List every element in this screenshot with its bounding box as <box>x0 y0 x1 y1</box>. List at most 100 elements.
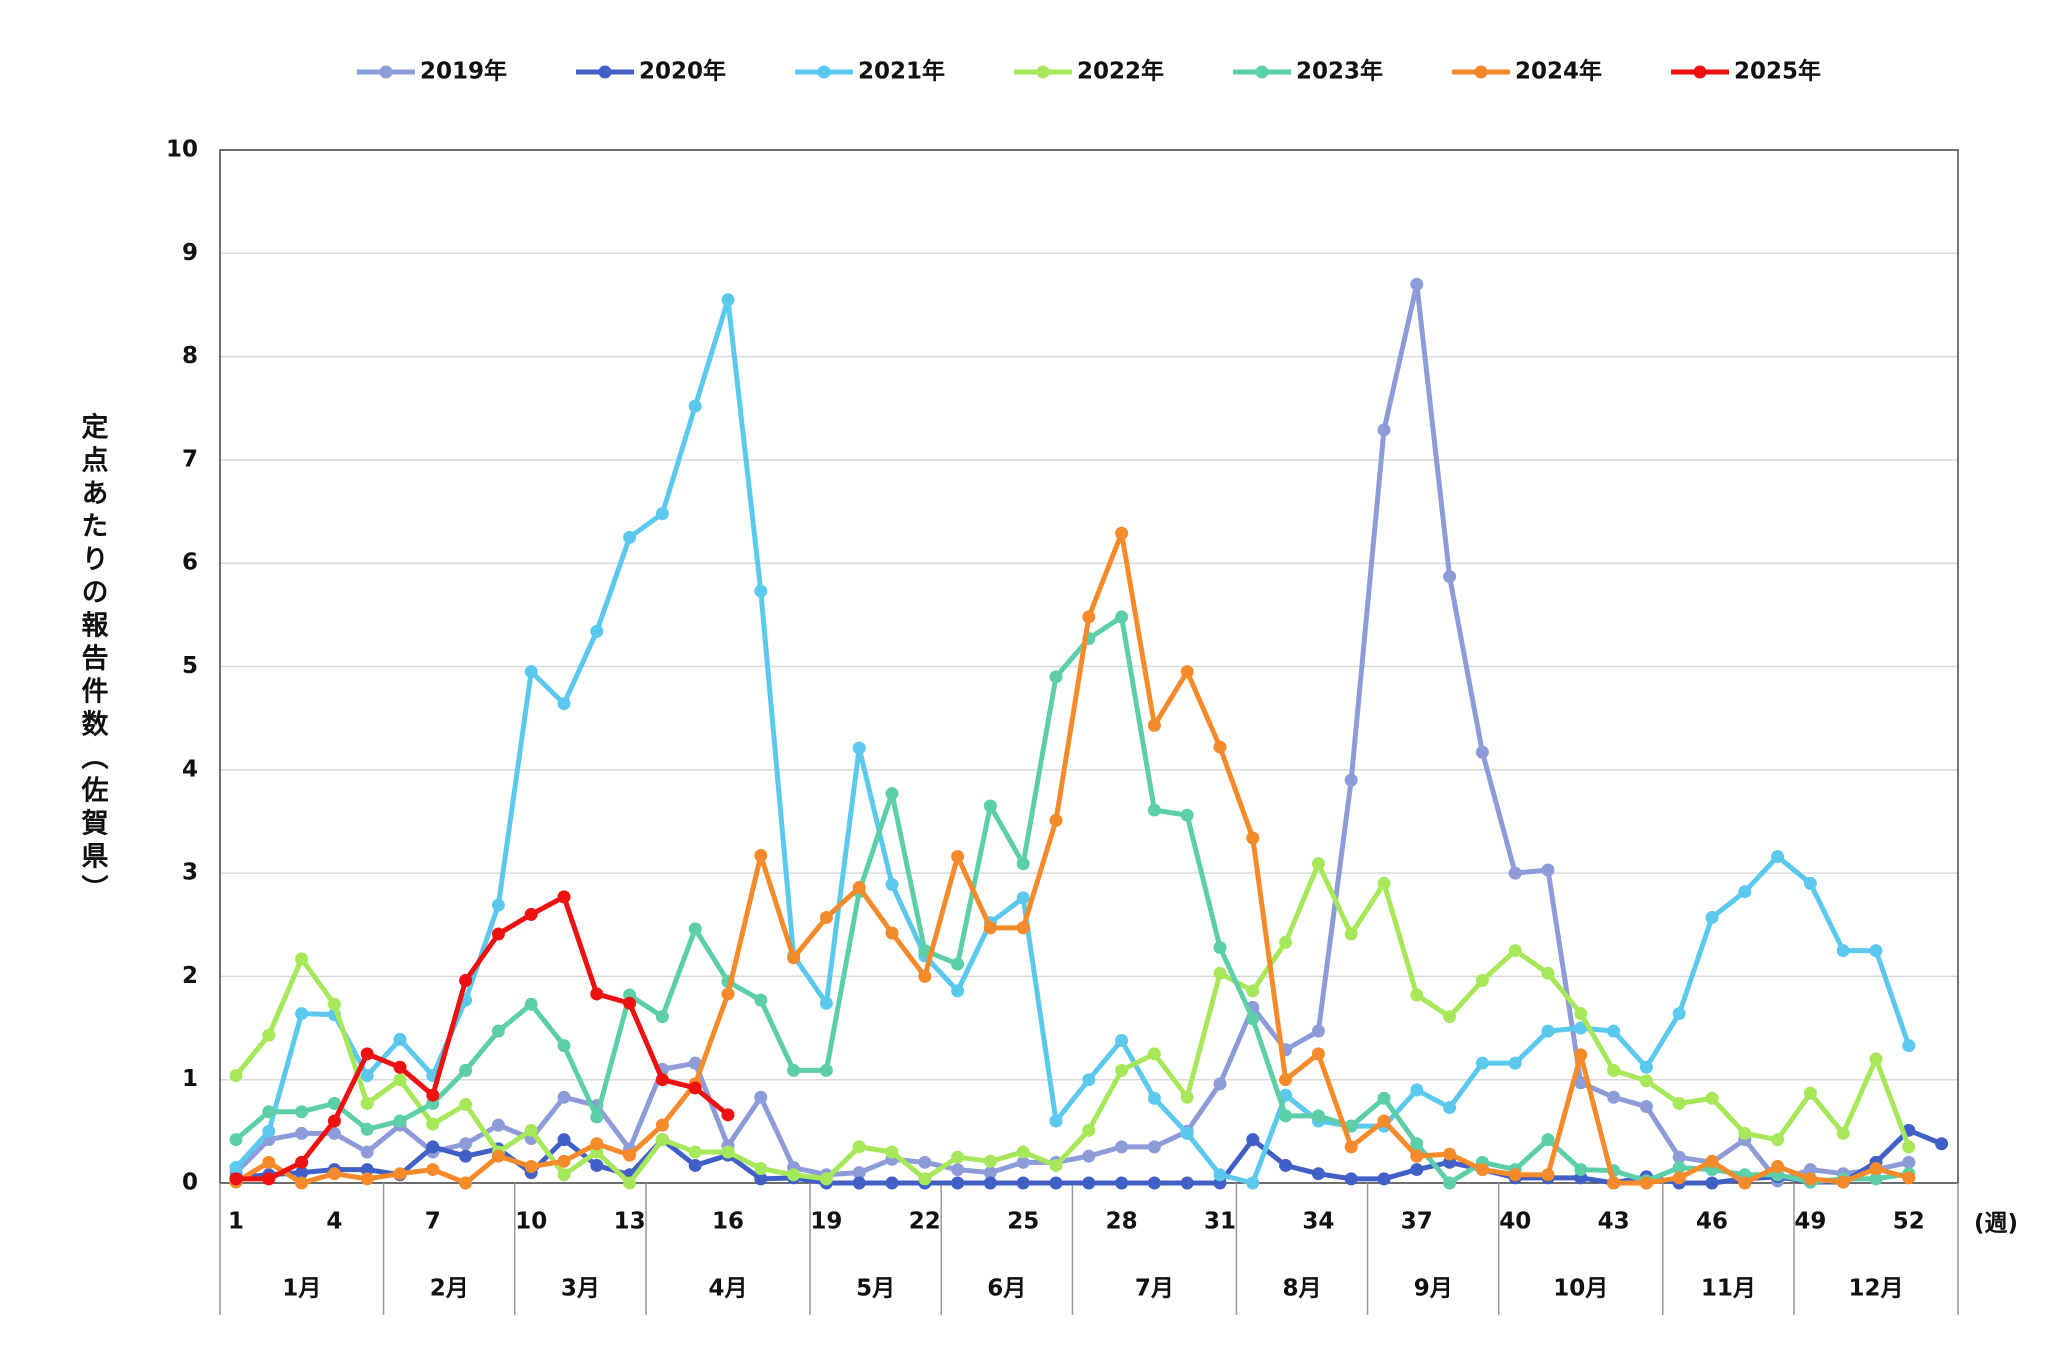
data-point <box>688 399 702 413</box>
data-point <box>885 1145 899 1159</box>
data-point <box>1180 665 1194 679</box>
month-label: 8月 <box>1282 1276 1321 1302</box>
month-label: 6月 <box>987 1276 1026 1302</box>
x-tick-label: 4 <box>326 1209 342 1235</box>
data-point <box>1410 1137 1424 1151</box>
data-point <box>1049 1176 1063 1190</box>
data-point <box>721 293 735 307</box>
data-point <box>1344 927 1358 941</box>
data-point <box>327 1096 341 1110</box>
data-point <box>590 1158 604 1172</box>
data-point <box>1115 1063 1129 1077</box>
data-point <box>1869 944 1883 958</box>
data-point <box>1508 1168 1522 1182</box>
data-point <box>1213 1077 1227 1091</box>
y-tick-label: 4 <box>182 756 198 782</box>
data-point <box>1672 1171 1686 1185</box>
data-point <box>1639 1176 1653 1190</box>
data-point <box>393 1167 407 1181</box>
data-point <box>1574 1076 1588 1090</box>
data-point <box>623 996 637 1010</box>
data-point <box>1803 1163 1817 1177</box>
data-point <box>1607 1024 1621 1038</box>
data-point <box>1541 1133 1555 1147</box>
x-tick-label: 16 <box>712 1209 744 1235</box>
series-line <box>234 530 1910 1186</box>
data-point <box>1705 1176 1719 1190</box>
data-point <box>459 1176 473 1190</box>
data-point <box>1377 1091 1391 1105</box>
data-point <box>1311 1109 1325 1123</box>
data-point <box>1049 813 1063 827</box>
x-tick-label: 19 <box>810 1209 842 1235</box>
data-point <box>524 997 538 1011</box>
data-point <box>918 944 932 958</box>
month-label: 1月 <box>282 1276 321 1302</box>
data-point <box>1607 1176 1621 1190</box>
data-point <box>754 849 768 863</box>
data-point <box>1475 1056 1489 1070</box>
data-point <box>1508 866 1522 880</box>
data-point <box>229 1172 243 1186</box>
data-point <box>1508 944 1522 958</box>
data-point <box>819 1172 833 1186</box>
data-point <box>229 1069 243 1083</box>
data-point <box>459 1097 473 1111</box>
data-point <box>1311 1047 1325 1061</box>
data-point <box>1541 863 1555 877</box>
data-point <box>1246 831 1260 845</box>
data-point <box>852 1176 866 1190</box>
data-point <box>327 1126 341 1140</box>
x-tick-label: 10 <box>515 1209 547 1235</box>
x-tick-label: 1 <box>228 1209 244 1235</box>
data-point <box>1016 1155 1030 1169</box>
data-point <box>1180 1176 1194 1190</box>
data-point <box>295 1007 309 1021</box>
data-point <box>1410 1083 1424 1097</box>
data-point <box>1443 570 1457 584</box>
x-axis-label: (週) <box>1974 1211 2018 1237</box>
data-point <box>754 993 768 1007</box>
data-point <box>1246 984 1260 998</box>
data-point <box>623 1176 637 1190</box>
data-point <box>459 1149 473 1163</box>
legend-marker <box>1255 65 1269 79</box>
legend-marker <box>1693 65 1707 79</box>
month-label: 5月 <box>856 1276 895 1302</box>
data-point <box>1771 1133 1785 1147</box>
data-point <box>1213 966 1227 980</box>
data-point <box>983 1154 997 1168</box>
data-point <box>1311 1024 1325 1038</box>
data-point <box>688 922 702 936</box>
data-point <box>1049 670 1063 684</box>
legend-label: 2020年 <box>639 58 726 85</box>
data-point <box>1344 1172 1358 1186</box>
x-tick-label: 52 <box>1893 1209 1925 1235</box>
data-point <box>1377 1172 1391 1186</box>
data-point <box>1902 1171 1916 1185</box>
data-point <box>1016 891 1030 905</box>
data-point <box>491 898 505 912</box>
x-tick-label: 40 <box>1499 1209 1531 1235</box>
legend-marker <box>379 65 393 79</box>
data-point <box>262 1172 276 1186</box>
data-point <box>360 1122 374 1136</box>
data-point <box>1443 1101 1457 1115</box>
data-point <box>1115 1033 1129 1047</box>
data-point <box>557 1168 571 1182</box>
x-tick-label: 7 <box>425 1209 441 1235</box>
data-point <box>1410 1163 1424 1177</box>
data-point <box>1016 1176 1030 1190</box>
data-point <box>295 1155 309 1169</box>
data-point <box>1082 1149 1096 1163</box>
data-point <box>951 957 965 971</box>
data-point <box>1475 974 1489 988</box>
x-tick-label: 37 <box>1401 1209 1433 1235</box>
data-point <box>1377 1114 1391 1128</box>
data-point <box>1147 1140 1161 1154</box>
x-tick-label: 34 <box>1302 1209 1334 1235</box>
data-point <box>1902 1039 1916 1053</box>
data-point <box>1672 1096 1686 1110</box>
y-tick-label: 9 <box>182 240 198 266</box>
